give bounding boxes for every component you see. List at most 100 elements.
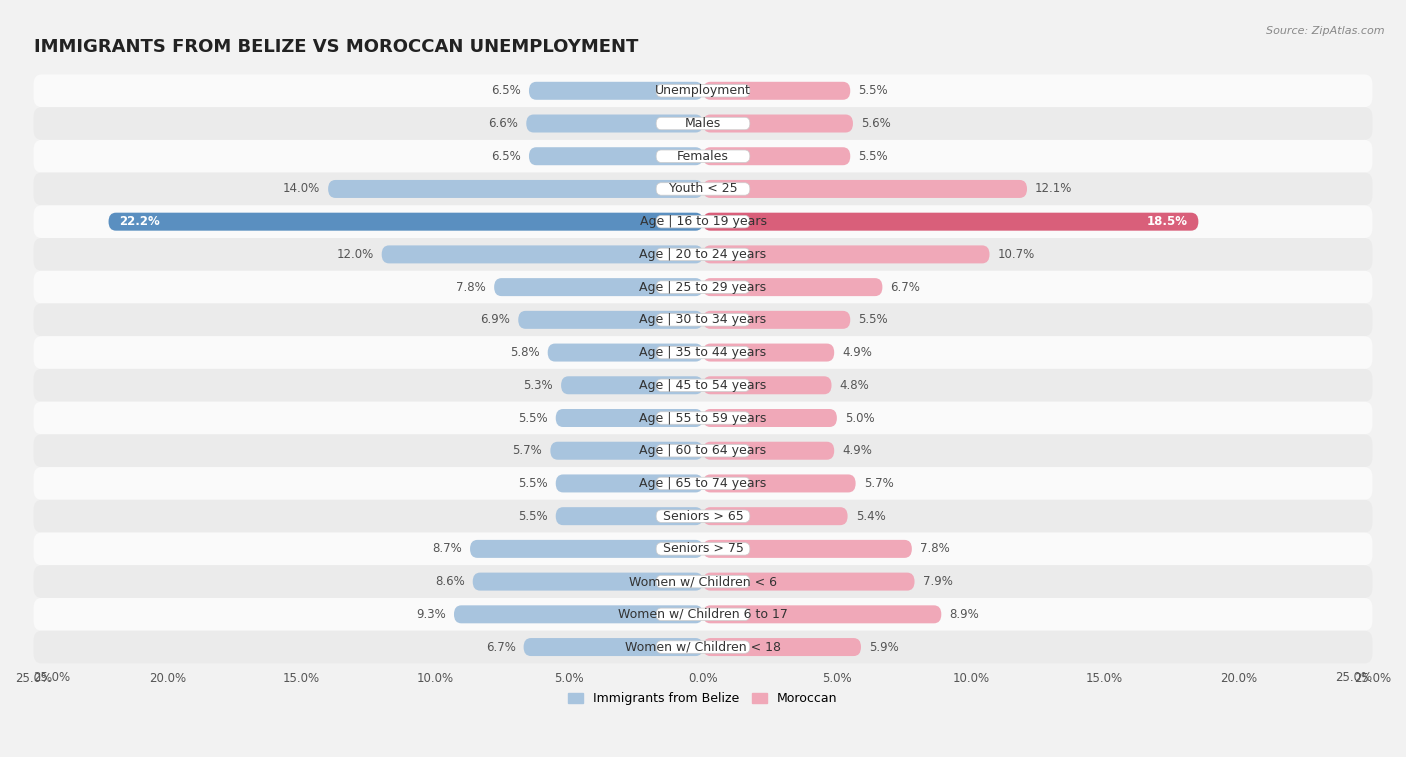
FancyBboxPatch shape bbox=[34, 500, 1372, 532]
Text: IMMIGRANTS FROM BELIZE VS MOROCCAN UNEMPLOYMENT: IMMIGRANTS FROM BELIZE VS MOROCCAN UNEMP… bbox=[34, 38, 638, 56]
FancyBboxPatch shape bbox=[657, 575, 749, 588]
FancyBboxPatch shape bbox=[519, 311, 703, 329]
FancyBboxPatch shape bbox=[526, 114, 703, 132]
FancyBboxPatch shape bbox=[703, 311, 851, 329]
FancyBboxPatch shape bbox=[34, 435, 1372, 467]
FancyBboxPatch shape bbox=[555, 507, 703, 525]
FancyBboxPatch shape bbox=[34, 271, 1372, 304]
Text: 6.7%: 6.7% bbox=[485, 640, 516, 653]
FancyBboxPatch shape bbox=[34, 140, 1372, 173]
Text: 14.0%: 14.0% bbox=[283, 182, 321, 195]
FancyBboxPatch shape bbox=[108, 213, 703, 231]
FancyBboxPatch shape bbox=[472, 572, 703, 590]
FancyBboxPatch shape bbox=[34, 402, 1372, 435]
FancyBboxPatch shape bbox=[657, 543, 749, 555]
FancyBboxPatch shape bbox=[657, 641, 749, 653]
FancyBboxPatch shape bbox=[703, 180, 1026, 198]
FancyBboxPatch shape bbox=[703, 114, 853, 132]
Text: 10.7%: 10.7% bbox=[997, 248, 1035, 261]
FancyBboxPatch shape bbox=[548, 344, 703, 362]
Text: Age | 45 to 54 years: Age | 45 to 54 years bbox=[640, 378, 766, 392]
FancyBboxPatch shape bbox=[381, 245, 703, 263]
Text: 6.7%: 6.7% bbox=[890, 281, 921, 294]
FancyBboxPatch shape bbox=[703, 442, 834, 459]
FancyBboxPatch shape bbox=[34, 532, 1372, 565]
FancyBboxPatch shape bbox=[34, 74, 1372, 107]
Text: 5.8%: 5.8% bbox=[510, 346, 540, 359]
FancyBboxPatch shape bbox=[328, 180, 703, 198]
FancyBboxPatch shape bbox=[529, 147, 703, 165]
Text: Women w/ Children < 18: Women w/ Children < 18 bbox=[626, 640, 780, 653]
Text: 5.5%: 5.5% bbox=[858, 313, 889, 326]
FancyBboxPatch shape bbox=[657, 347, 749, 359]
FancyBboxPatch shape bbox=[703, 344, 834, 362]
FancyBboxPatch shape bbox=[34, 173, 1372, 205]
Text: 25.0%: 25.0% bbox=[1336, 671, 1372, 684]
FancyBboxPatch shape bbox=[703, 572, 914, 590]
FancyBboxPatch shape bbox=[34, 238, 1372, 271]
FancyBboxPatch shape bbox=[703, 638, 860, 656]
FancyBboxPatch shape bbox=[657, 182, 749, 195]
FancyBboxPatch shape bbox=[657, 248, 749, 260]
FancyBboxPatch shape bbox=[657, 85, 749, 97]
FancyBboxPatch shape bbox=[703, 409, 837, 427]
Text: 5.5%: 5.5% bbox=[517, 477, 548, 490]
Text: Age | 60 to 64 years: Age | 60 to 64 years bbox=[640, 444, 766, 457]
FancyBboxPatch shape bbox=[34, 107, 1372, 140]
FancyBboxPatch shape bbox=[657, 444, 749, 457]
FancyBboxPatch shape bbox=[657, 117, 749, 129]
Text: 5.5%: 5.5% bbox=[517, 412, 548, 425]
Text: 5.6%: 5.6% bbox=[860, 117, 891, 130]
FancyBboxPatch shape bbox=[703, 278, 883, 296]
Text: 5.7%: 5.7% bbox=[863, 477, 893, 490]
FancyBboxPatch shape bbox=[34, 205, 1372, 238]
Text: 5.7%: 5.7% bbox=[513, 444, 543, 457]
FancyBboxPatch shape bbox=[657, 412, 749, 424]
FancyBboxPatch shape bbox=[34, 336, 1372, 369]
Text: Youth < 25: Youth < 25 bbox=[669, 182, 737, 195]
Text: 7.8%: 7.8% bbox=[457, 281, 486, 294]
FancyBboxPatch shape bbox=[454, 606, 703, 623]
FancyBboxPatch shape bbox=[703, 82, 851, 100]
Text: 25.0%: 25.0% bbox=[34, 671, 70, 684]
Text: 8.6%: 8.6% bbox=[434, 575, 464, 588]
Text: 22.2%: 22.2% bbox=[120, 215, 160, 228]
Text: 7.9%: 7.9% bbox=[922, 575, 952, 588]
FancyBboxPatch shape bbox=[657, 477, 749, 490]
FancyBboxPatch shape bbox=[34, 369, 1372, 402]
Text: 12.1%: 12.1% bbox=[1035, 182, 1073, 195]
Text: Unemployment: Unemployment bbox=[655, 84, 751, 98]
FancyBboxPatch shape bbox=[657, 150, 749, 163]
Text: Age | 25 to 29 years: Age | 25 to 29 years bbox=[640, 281, 766, 294]
FancyBboxPatch shape bbox=[529, 82, 703, 100]
FancyBboxPatch shape bbox=[703, 606, 942, 623]
Text: 12.0%: 12.0% bbox=[336, 248, 374, 261]
FancyBboxPatch shape bbox=[34, 598, 1372, 631]
Text: Age | 65 to 74 years: Age | 65 to 74 years bbox=[640, 477, 766, 490]
Text: 8.7%: 8.7% bbox=[432, 542, 463, 556]
FancyBboxPatch shape bbox=[703, 147, 851, 165]
FancyBboxPatch shape bbox=[703, 507, 848, 525]
FancyBboxPatch shape bbox=[555, 409, 703, 427]
Text: 9.3%: 9.3% bbox=[416, 608, 446, 621]
FancyBboxPatch shape bbox=[703, 475, 856, 493]
Text: Age | 30 to 34 years: Age | 30 to 34 years bbox=[640, 313, 766, 326]
Text: 5.5%: 5.5% bbox=[858, 150, 889, 163]
Text: 6.9%: 6.9% bbox=[481, 313, 510, 326]
Text: Women w/ Children < 6: Women w/ Children < 6 bbox=[628, 575, 778, 588]
FancyBboxPatch shape bbox=[561, 376, 703, 394]
Legend: Immigrants from Belize, Moroccan: Immigrants from Belize, Moroccan bbox=[568, 692, 838, 705]
FancyBboxPatch shape bbox=[657, 608, 749, 621]
FancyBboxPatch shape bbox=[34, 304, 1372, 336]
Text: Age | 55 to 59 years: Age | 55 to 59 years bbox=[640, 412, 766, 425]
Text: Males: Males bbox=[685, 117, 721, 130]
FancyBboxPatch shape bbox=[703, 213, 1198, 231]
Text: Seniors > 65: Seniors > 65 bbox=[662, 509, 744, 522]
FancyBboxPatch shape bbox=[703, 376, 831, 394]
FancyBboxPatch shape bbox=[703, 540, 912, 558]
Text: 6.5%: 6.5% bbox=[491, 150, 520, 163]
Text: 5.5%: 5.5% bbox=[858, 84, 889, 98]
FancyBboxPatch shape bbox=[657, 313, 749, 326]
Text: Age | 35 to 44 years: Age | 35 to 44 years bbox=[640, 346, 766, 359]
FancyBboxPatch shape bbox=[34, 467, 1372, 500]
